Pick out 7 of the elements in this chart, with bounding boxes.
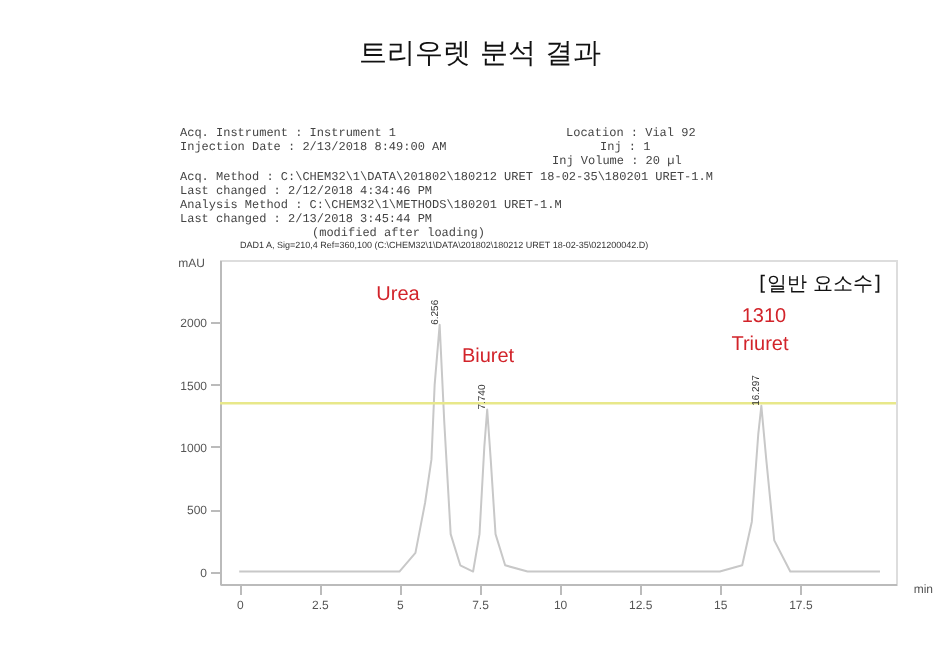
annotation: Triuret xyxy=(731,334,789,356)
annotation: Urea xyxy=(376,284,421,306)
annotation: [일반 요소수] xyxy=(759,274,882,296)
chart-title: 트리우렛 분석 결과 xyxy=(359,38,601,70)
line-series xyxy=(238,323,881,573)
annotation: Biuret xyxy=(461,346,515,368)
annotation: 1310 xyxy=(741,306,788,328)
